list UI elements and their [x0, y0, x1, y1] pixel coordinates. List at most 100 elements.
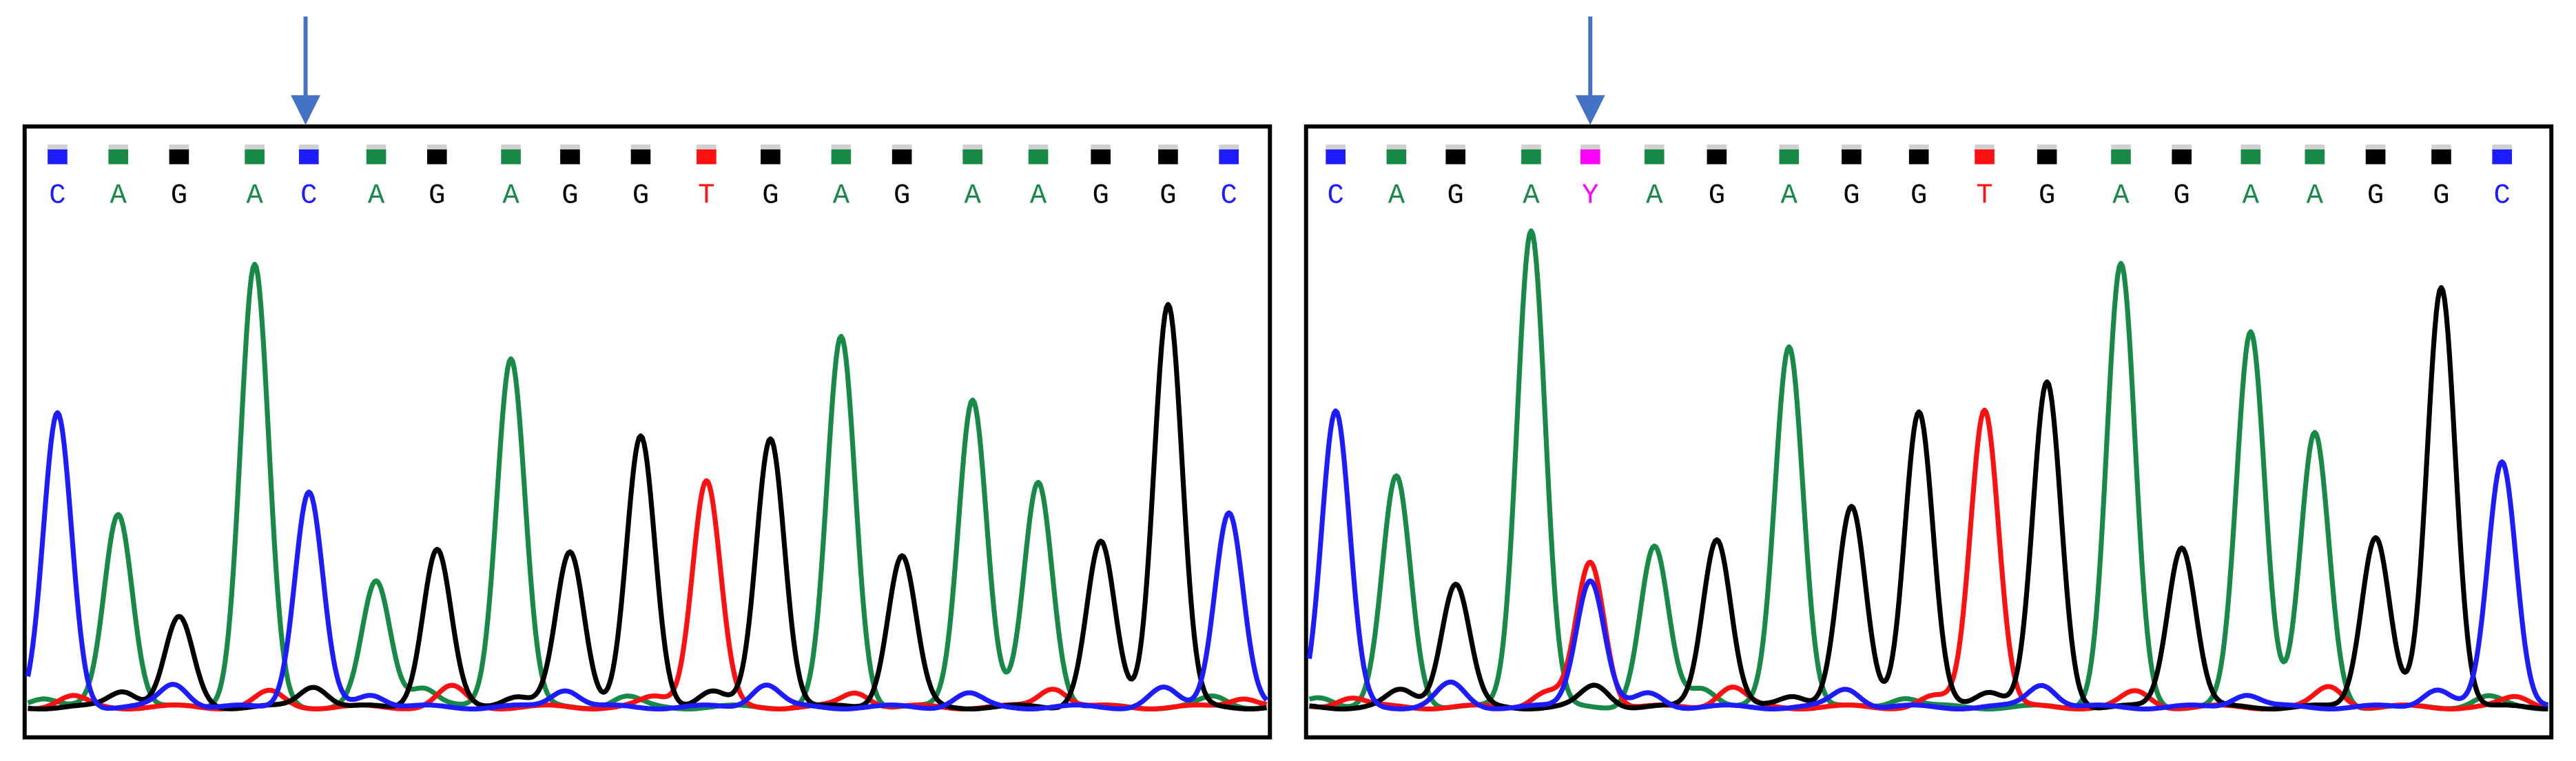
base-call: A — [502, 180, 519, 211]
quality-bar-bg — [892, 144, 912, 149]
quality-bar — [1028, 149, 1049, 165]
base-call: G — [894, 180, 910, 211]
quality-bar-bg — [108, 144, 128, 149]
quality-bar — [48, 149, 68, 165]
quality-bar — [1219, 149, 1239, 165]
quality-bar — [169, 149, 189, 165]
quality-bar-bg — [1842, 144, 1862, 149]
base-call: G — [762, 180, 779, 211]
base-call: A — [1030, 180, 1047, 211]
quality-bar-bg — [630, 144, 651, 149]
base-call: A — [2307, 180, 2324, 211]
quality-bar — [1386, 149, 1407, 165]
trace — [1306, 408, 2549, 711]
quality-bar-bg — [962, 144, 982, 149]
quality-bar — [697, 149, 717, 165]
quality-bar-bg — [2240, 144, 2261, 149]
quality-bar — [1091, 149, 1111, 165]
quality-bar — [630, 149, 651, 165]
base-call: G — [1910, 180, 1927, 211]
quality-bar — [1326, 149, 1346, 165]
base-call: G — [2174, 180, 2190, 211]
quality-bar-bg — [1091, 144, 1111, 149]
base-call: G — [1843, 180, 1859, 211]
quality-bar — [1908, 149, 1929, 165]
quality-bar — [501, 149, 521, 165]
quality-bar — [2365, 149, 2386, 165]
base-call: G — [1092, 180, 1109, 211]
quality-bar-bg — [697, 144, 717, 149]
quality-bar-bg — [245, 144, 265, 149]
base-call: A — [2243, 180, 2260, 211]
quality-bar — [2111, 149, 2131, 165]
base-call: G — [2039, 180, 2055, 211]
base-call: G — [171, 180, 187, 211]
quality-bar-bg — [831, 144, 852, 149]
quality-bar — [245, 149, 265, 165]
base-call: C — [2494, 180, 2511, 211]
quality-bar-bg — [1028, 144, 1049, 149]
base-call: A — [2112, 180, 2130, 211]
quality-bar — [1975, 149, 1995, 165]
base-call: A — [110, 180, 127, 211]
quality-bar-bg — [1158, 144, 1178, 149]
trace — [27, 262, 1268, 711]
quality-bar — [1445, 149, 1466, 165]
base-call: G — [1709, 180, 1725, 211]
quality-bar-bg — [1975, 144, 1995, 149]
base-call: G — [632, 180, 649, 211]
quality-bar-bg — [1521, 144, 1541, 149]
base-call: G — [1447, 180, 1464, 211]
quality-bar-bg — [2037, 144, 2057, 149]
quality-bar-bg — [426, 144, 447, 149]
quality-bar — [892, 149, 912, 165]
base-call: A — [246, 180, 263, 211]
base-call: G — [2433, 180, 2449, 211]
quality-bar — [2240, 149, 2261, 165]
quality-bar — [2431, 149, 2451, 165]
base-call: A — [1646, 180, 1663, 211]
base-call: Y — [1582, 180, 1598, 211]
arrow — [291, 16, 320, 125]
quality-bar-bg — [48, 144, 68, 149]
quality-bar — [108, 149, 128, 165]
quality-bar-bg — [501, 144, 521, 149]
quality-bar-bg — [1580, 144, 1600, 149]
quality-bar-bg — [2365, 144, 2386, 149]
base-call: A — [964, 180, 981, 211]
base-call: G — [561, 180, 578, 211]
panel-frame — [22, 124, 1272, 740]
quality-bar — [2305, 149, 2325, 165]
quality-bar — [1580, 149, 1600, 165]
quality-bar-bg — [1908, 144, 1929, 149]
arrow — [1575, 16, 1605, 125]
quality-bar-bg — [366, 144, 387, 149]
quality-bar — [2172, 149, 2192, 165]
quality-bar — [1158, 149, 1178, 165]
quality-bar — [2492, 149, 2513, 165]
base-call: A — [368, 180, 385, 211]
quality-bar — [2037, 149, 2057, 165]
quality-bar-bg — [2305, 144, 2325, 149]
base-call: G — [1160, 180, 1176, 211]
quality-bar-bg — [560, 144, 580, 149]
quality-bar-bg — [1386, 144, 1407, 149]
base-call: A — [1781, 180, 1798, 211]
base-call: G — [2367, 180, 2384, 211]
quality-bar — [1842, 149, 1862, 165]
base-call: A — [1388, 180, 1405, 211]
base-call: T — [698, 180, 714, 211]
base-call: C — [300, 180, 317, 211]
quality-bar — [366, 149, 387, 165]
panel-frame — [1304, 124, 2554, 740]
quality-bar — [761, 149, 781, 165]
quality-bar-bg — [2431, 144, 2451, 149]
quality-bar — [962, 149, 982, 165]
quality-bar — [1644, 149, 1665, 165]
base-call: T — [1976, 180, 1992, 211]
base-call: A — [833, 180, 850, 211]
quality-bar-bg — [2172, 144, 2192, 149]
base-call: C — [1327, 180, 1343, 211]
